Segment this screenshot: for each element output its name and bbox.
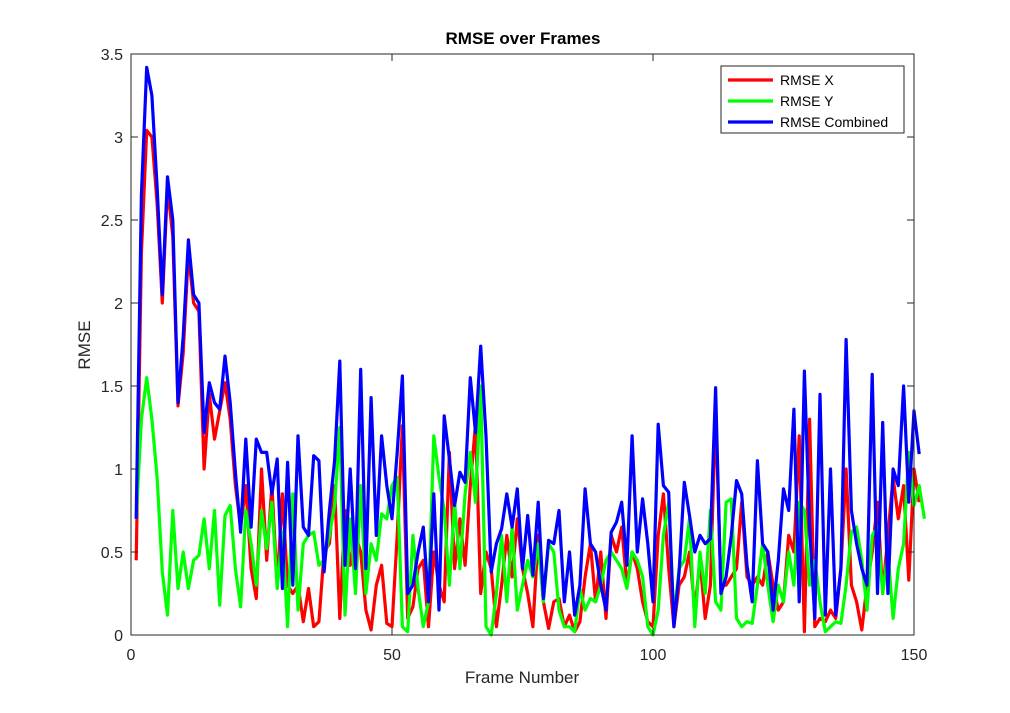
y-tick-label: 0.5 [101,545,123,562]
y-tick-label: 1.5 [101,379,123,396]
x-tick-label: 0 [127,647,136,664]
series-line-3 [134,65,921,629]
axis-ticks [130,53,915,636]
x-axis-label: Frame Number [465,668,580,687]
legend: RMSE X RMSE Y RMSE Combined [720,65,905,134]
legend-entries: RMSE X RMSE Y RMSE Combined [728,72,888,130]
y-tick-label: 3.5 [101,47,123,64]
x-tick-label: 100 [640,647,667,664]
plot-area [131,54,914,635]
x-tick-label: 50 [383,647,401,664]
series-lines [134,65,926,637]
y-tick-label: 2.5 [101,213,123,230]
y-tick-label: 2 [114,296,123,313]
y-tick-label: 1 [114,462,123,479]
legend-label-1: RMSE X [780,72,834,88]
chart-title: RMSE over Frames [446,29,601,48]
y-tick-label: 0 [114,628,123,645]
x-tick-label: 150 [901,647,928,664]
legend-label-3: RMSE Combined [780,114,888,130]
y-axis-label: RMSE [75,320,94,369]
plot-frame [130,53,915,636]
y-tick-label: 3 [114,130,123,147]
series-line-1 [134,128,921,634]
series-line-2 [134,376,926,637]
legend-label-2: RMSE Y [780,93,834,109]
x-tick-labels: 0 50 100 150 [127,647,928,664]
y-tick-labels: 0 0.5 1 1.5 2 2.5 3 3.5 [101,47,123,645]
